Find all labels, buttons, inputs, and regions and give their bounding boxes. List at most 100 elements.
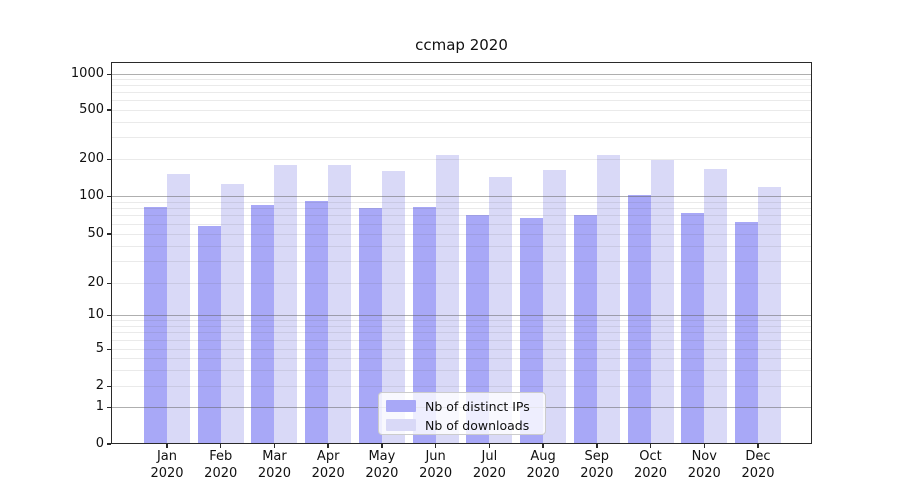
bar-ips-may — [358, 208, 382, 443]
gridline-minor — [112, 215, 811, 216]
x-tick-label: Jul 2020 — [472, 449, 506, 481]
bar-downloads-jun — [435, 155, 459, 443]
legend-swatch-ips — [386, 400, 416, 412]
x-tick-label: Sep 2020 — [580, 449, 614, 481]
x-tick-label: Jun 2020 — [419, 449, 453, 481]
gridline-minor — [112, 100, 811, 101]
gridline-minor — [112, 234, 811, 235]
bar-downloads-jan — [167, 174, 190, 443]
bar-downloads-mar — [274, 165, 298, 443]
gridline-minor — [112, 326, 811, 327]
gridline-minor — [112, 122, 811, 123]
x-tick-label: Nov 2020 — [687, 449, 721, 481]
y-tick-label: 5 — [95, 341, 104, 356]
y-tick-label: 0 — [95, 435, 104, 451]
x-axis-tick — [434, 444, 437, 448]
bar-downloads-may — [381, 170, 405, 443]
x-tick-label: Aug 2020 — [526, 449, 560, 481]
gridline-minor — [112, 202, 811, 203]
gridline-major — [112, 315, 811, 316]
y-tick-label: 2 — [95, 378, 104, 393]
gridline-minor — [112, 386, 811, 387]
gridline-minor — [112, 332, 811, 333]
legend-row-ips: Nb of distinct IPs — [386, 398, 537, 414]
bar-downloads-nov — [704, 168, 728, 443]
plot-area — [111, 62, 812, 444]
gridline-minor — [112, 320, 811, 321]
gridline-major — [112, 196, 811, 197]
bar-ips-aug — [520, 217, 544, 443]
gridline-minor — [112, 79, 811, 80]
y-axis-tick — [107, 443, 111, 445]
gridline-minor — [112, 224, 811, 225]
bar-downloads-jul — [489, 176, 513, 443]
legend-label-downloads: Nb of downloads — [425, 417, 530, 433]
x-axis-tick — [649, 444, 652, 448]
y-axis-tick — [107, 195, 111, 197]
x-axis-tick — [757, 444, 759, 448]
y-axis-tick — [107, 109, 111, 111]
bar-ips-jun — [412, 207, 436, 443]
x-axis-tick — [596, 444, 598, 448]
x-axis-tick — [166, 444, 168, 448]
bar-downloads-sep — [596, 154, 620, 443]
legend-row-downloads: Nb of downloads — [386, 417, 537, 433]
bar-downloads-feb — [220, 184, 244, 443]
x-tick-label: Jan 2020 — [150, 449, 184, 481]
y-tick-label: 20 — [87, 275, 104, 290]
x-tick-label: Feb 2020 — [204, 449, 238, 481]
bar-ips-jan — [144, 206, 167, 443]
x-axis-tick — [488, 444, 491, 448]
gridline-minor — [112, 208, 811, 209]
bar-ips-jul — [466, 215, 490, 443]
y-axis-tick — [107, 314, 111, 316]
x-axis-tick — [381, 444, 383, 448]
gridline-minor — [112, 246, 811, 247]
bar-ips-nov — [681, 213, 705, 443]
bar-ips-apr — [305, 200, 329, 443]
bar-ips-mar — [251, 205, 275, 443]
x-axis-tick — [703, 444, 706, 448]
legend-swatch-downloads — [386, 419, 416, 431]
x-axis-tick — [219, 444, 222, 448]
legend-label-ips: Nb of distinct IPs — [425, 398, 530, 414]
gridline-minor — [112, 159, 811, 160]
gridline-minor — [112, 261, 811, 262]
gridline-minor — [112, 370, 811, 371]
y-axis-tick — [107, 158, 111, 160]
x-axis-tick — [273, 444, 276, 448]
gridline-minor — [112, 349, 811, 350]
gridline-minor — [112, 110, 811, 111]
bar-downloads-oct — [650, 159, 674, 443]
x-tick-label: Dec 2020 — [741, 449, 775, 481]
legend: Nb of distinct IPs Nb of downloads — [378, 392, 546, 435]
gridline-minor — [112, 358, 811, 359]
y-axis-tick — [107, 385, 111, 387]
gridline-minor — [112, 92, 811, 93]
x-axis-tick — [327, 444, 329, 448]
chart-title: ccmap 2020 — [415, 36, 508, 54]
bar-ips-sep — [573, 214, 597, 443]
bar-downloads-aug — [543, 169, 567, 443]
x-tick-label: Mar 2020 — [257, 449, 291, 481]
gridline-minor — [112, 340, 811, 341]
y-tick-label: 10 — [87, 307, 104, 322]
bar-ips-dec — [735, 221, 758, 443]
gridline-minor — [112, 85, 811, 86]
x-tick-label: Oct 2020 — [633, 449, 668, 481]
bar-ips-feb — [197, 226, 221, 443]
bar-ips-oct — [627, 195, 651, 443]
bar-downloads-apr — [328, 164, 352, 443]
x-axis-tick — [542, 444, 544, 448]
y-tick-label: 100 — [79, 188, 104, 203]
gridline-minor — [112, 137, 811, 138]
y-axis-tick — [107, 406, 111, 408]
y-tick-label: 1000 — [70, 66, 104, 81]
y-tick-label: 1 — [95, 399, 104, 414]
gridline-minor — [112, 283, 811, 284]
y-axis-tick — [107, 73, 111, 75]
y-tick-label: 500 — [79, 101, 104, 117]
y-tick-label: 200 — [79, 151, 104, 166]
gridline-major — [112, 74, 811, 75]
